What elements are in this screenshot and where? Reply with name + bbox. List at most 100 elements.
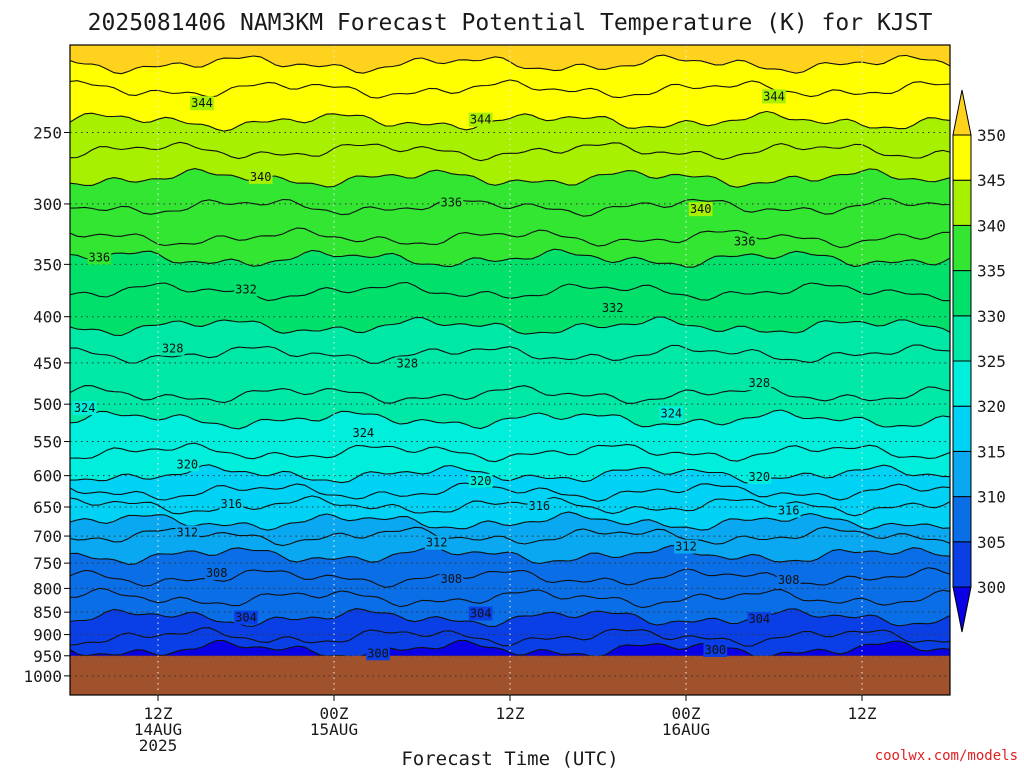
colorbar-label-345: 345	[977, 171, 1006, 190]
contour-label-328-2: 328	[748, 376, 770, 390]
contour-label-304-1: 304	[470, 607, 492, 621]
contour-label-bg-344-0	[190, 96, 214, 111]
contour-label-324-1: 324	[352, 426, 374, 440]
contour-label-bg-340-0	[248, 169, 273, 184]
contour-label-344-0: 344	[191, 96, 213, 110]
contour-label-bg-320-0	[175, 457, 200, 472]
contour-label-320-0: 320	[176, 457, 198, 471]
contour-label-320-1: 320	[470, 474, 492, 488]
contour-340	[70, 168, 950, 188]
x-tick-label-42-0: 00Z	[672, 704, 701, 723]
y-tick-label-550: 550	[33, 433, 62, 452]
contour-300	[70, 639, 950, 659]
contour-322	[70, 442, 950, 463]
contour-label-bg-304-0	[234, 610, 258, 625]
contour-314	[70, 511, 950, 531]
contour-label-bg-336-0	[87, 250, 112, 265]
x-tick-label-30-0: 12Z	[496, 704, 525, 723]
grid-lines	[70, 45, 950, 695]
contour-label-bg-336-1	[439, 195, 464, 210]
contour-label-336-2: 336	[734, 234, 756, 248]
colorbar-segment-335	[952, 224, 972, 272]
contour-306	[70, 587, 950, 609]
y-tick-label-450: 450	[33, 354, 62, 373]
colorbar-label-310: 310	[977, 488, 1006, 507]
contour-label-340-1: 340	[690, 202, 712, 216]
contour-label-328-1: 328	[396, 357, 418, 371]
contour-label-bg-336-2	[732, 234, 757, 249]
x-tick-label-6-2: 2025	[139, 736, 178, 755]
contour-label-bg-324-2	[659, 406, 684, 421]
contour-label-bg-328-0	[160, 341, 185, 356]
y-tick-label-950: 950	[33, 647, 62, 666]
y-tick-label-500: 500	[33, 395, 62, 414]
contour-label-304-0: 304	[235, 611, 257, 625]
contour-label-bg-308-1	[439, 571, 464, 586]
contour-label-300-0: 300	[704, 643, 726, 657]
contour-326	[70, 385, 950, 404]
contour-label-bg-304-2	[747, 612, 772, 627]
colorbar-segment-310	[952, 450, 972, 498]
contour-label-bg-308-0	[204, 565, 229, 580]
contour-label-336-1: 336	[440, 196, 462, 210]
colorbar-segment-305	[952, 496, 972, 543]
contour-label-324-2: 324	[660, 406, 682, 420]
contour-346	[70, 79, 950, 99]
colorbar-label-330: 330	[977, 307, 1006, 326]
contour-344	[70, 110, 950, 132]
y-tick-label-750: 750	[33, 554, 62, 573]
colorbar-segment-330	[952, 270, 972, 317]
colorbar-segment-300	[952, 541, 972, 588]
contour-label-bg-300-1	[366, 646, 390, 661]
y-tick-label-1000: 1000	[23, 667, 62, 686]
contour-label-bg-344-2	[762, 89, 786, 104]
y-tick-label-600: 600	[33, 467, 62, 486]
contour-label-332-1: 332	[602, 301, 624, 315]
contour-330	[70, 316, 950, 337]
credit-text: coolwx.com/models	[875, 748, 1018, 764]
contour-label-bg-340-1	[688, 202, 713, 217]
contour-label-bg-304-1	[468, 606, 493, 621]
colorbar-label-325: 325	[977, 352, 1006, 371]
contour-label-316-2: 316	[778, 504, 800, 518]
contour-label-308-1: 308	[440, 572, 462, 586]
chart-title: 2025081406 NAM3KM Forecast Potential Tem…	[88, 10, 933, 36]
contour-label-312-2: 312	[675, 540, 697, 554]
x-axis-label: Forecast Time (UTC)	[401, 748, 618, 768]
colorbar-label-335: 335	[977, 262, 1006, 281]
contour-label-308-2: 308	[778, 573, 800, 587]
colorbar-label-340: 340	[977, 216, 1006, 235]
y-tick-label-300: 300	[33, 195, 62, 214]
contour-label-bg-300-0	[703, 642, 728, 657]
colorbar-segment-345	[952, 134, 972, 181]
x-tick-label-6-0: 12Z	[144, 704, 173, 723]
contour-label-bg-324-0	[72, 401, 97, 416]
y-tick-label-850: 850	[33, 603, 62, 622]
colorbar-arrow-bottom	[952, 586, 972, 633]
colorbar: 300 305 310 315 320 325 330 335 340 345 350	[952, 89, 1006, 633]
contour-label-bg-320-2	[747, 469, 772, 484]
contour-label-bg-332-0	[234, 282, 258, 297]
contour-336	[70, 227, 950, 249]
contour-label-bg-332-1	[600, 300, 625, 315]
contour-label-bg-312-1	[424, 535, 449, 550]
colorbar-label-320: 320	[977, 397, 1006, 416]
contour-label-bg-316-0	[219, 496, 244, 511]
contour-label-312-1: 312	[426, 536, 448, 550]
colorbar-label-350: 350	[977, 126, 1006, 145]
y-tick-label-800: 800	[33, 579, 62, 598]
y-tick-label-900: 900	[33, 626, 62, 645]
contour-label-bg-312-2	[674, 539, 698, 554]
contour-label-bg-324-1	[351, 425, 376, 440]
contour-label-308-0: 308	[206, 566, 228, 580]
colorbar-segment-320	[952, 360, 972, 407]
x-tick-label-6-1: 14AUG	[134, 720, 182, 739]
contour-label-320-2: 320	[748, 470, 770, 484]
contour-label-328-0: 328	[162, 342, 184, 356]
colorbar-label-315: 315	[977, 442, 1006, 461]
contour-label-344-1: 344	[470, 113, 492, 127]
x-tick-label-42-1: 16AUG	[662, 720, 710, 739]
contour-label-bg-308-2	[776, 572, 801, 587]
contour-312	[70, 526, 950, 547]
